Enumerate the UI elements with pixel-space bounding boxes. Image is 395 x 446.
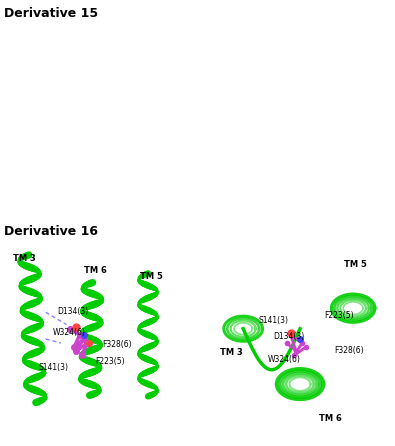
Text: TM 6: TM 6 (84, 266, 107, 275)
Text: S141(3): S141(3) (38, 363, 68, 372)
Text: W324(6): W324(6) (53, 328, 86, 337)
Text: W324(6): W324(6) (268, 355, 301, 363)
Text: S141(3): S141(3) (258, 316, 288, 325)
Text: TM 6: TM 6 (319, 414, 342, 423)
Text: F223(5): F223(5) (325, 311, 354, 320)
Text: TM 3: TM 3 (13, 254, 36, 263)
Text: Derivative 16: Derivative 16 (4, 225, 98, 238)
Text: F328(6): F328(6) (103, 340, 132, 349)
Text: TM 5: TM 5 (344, 260, 367, 269)
Text: TM 5: TM 5 (141, 273, 164, 281)
Text: D134(3): D134(3) (273, 332, 305, 341)
Text: F223(5): F223(5) (95, 357, 124, 366)
Text: D134(3): D134(3) (57, 307, 88, 316)
Text: TM 3: TM 3 (220, 348, 243, 357)
Text: F328(6): F328(6) (334, 347, 364, 355)
Text: Derivative 15: Derivative 15 (4, 7, 98, 20)
